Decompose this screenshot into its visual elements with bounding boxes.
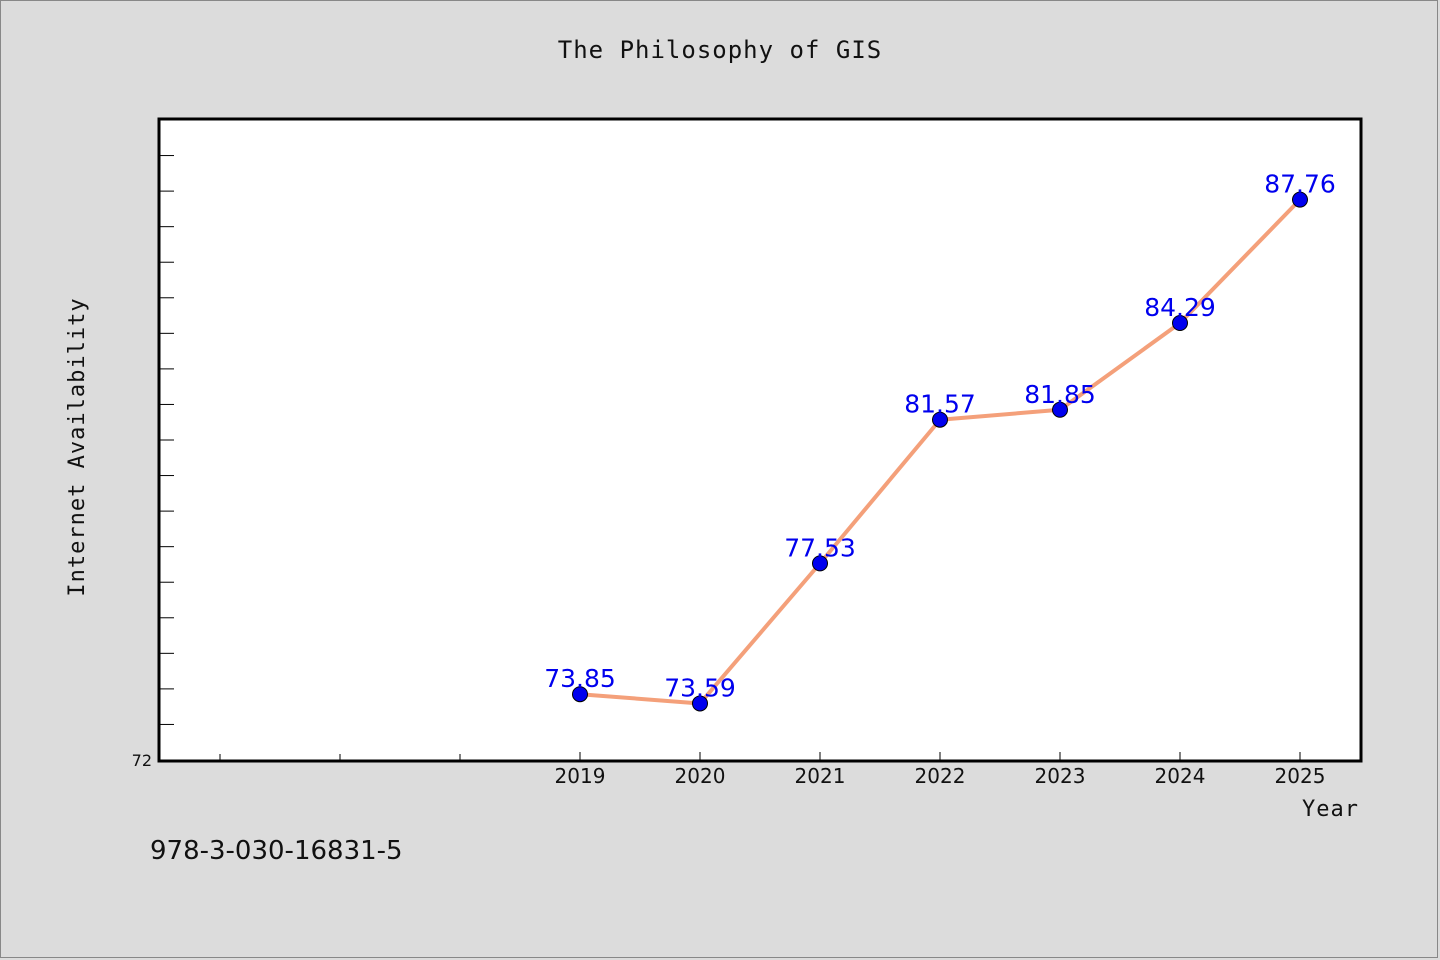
- data-label: 73.59: [664, 673, 736, 702]
- data-label: 77.53: [784, 533, 856, 562]
- x-tick-label: 2025: [1275, 764, 1326, 788]
- x-tick-label: 2022: [915, 764, 966, 788]
- y-axis-title: Internet Availability: [65, 297, 90, 596]
- data-point: [932, 411, 948, 428]
- data-label: 81.57: [904, 390, 976, 419]
- data-point: [812, 555, 828, 572]
- data-label: 84.29: [1144, 293, 1216, 322]
- x-tick-label: 2023: [1035, 764, 1086, 788]
- data-point: [1172, 315, 1188, 332]
- data-label: 87.76: [1264, 170, 1336, 199]
- plot-area: [157, 117, 1363, 763]
- y-tick-label: 72: [132, 751, 152, 770]
- chart-title: The Philosophy of GIS: [557, 36, 883, 64]
- isbn-text: 978-3-030-16831-5: [150, 836, 403, 866]
- data-label: 81.85: [1024, 380, 1096, 409]
- data-point: [572, 686, 588, 703]
- data-point: [692, 695, 708, 712]
- x-tick-label: 2020: [675, 764, 726, 788]
- x-tick-label: 2024: [1155, 764, 1206, 788]
- data-points: [572, 191, 1308, 712]
- x-tick-label: 2019: [555, 764, 606, 788]
- x-axis-ticks: 2019 2020 2021 2022 2023 2024 2025: [219, 752, 1326, 788]
- data-label: 73.85: [544, 664, 616, 693]
- y-axis-ticks: 72: [132, 155, 174, 770]
- data-labels: 73.85 73.59 77.53 81.57 81.85 84.29 87.76: [544, 170, 1336, 703]
- data-point: [1292, 191, 1308, 208]
- data-point: [1052, 401, 1068, 418]
- x-axis-title: Year: [1302, 797, 1359, 822]
- x-tick-label: 2021: [795, 764, 846, 788]
